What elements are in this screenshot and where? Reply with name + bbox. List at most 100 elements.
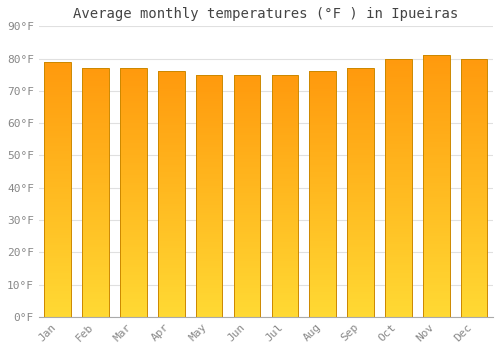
Bar xyxy=(310,280,336,282)
Bar xyxy=(423,76,450,79)
Bar xyxy=(272,213,298,215)
Bar xyxy=(310,189,336,192)
Bar xyxy=(44,235,71,238)
Bar xyxy=(348,123,374,125)
Bar xyxy=(348,73,374,76)
Bar xyxy=(234,254,260,256)
Bar xyxy=(385,131,411,133)
Bar xyxy=(196,247,222,249)
Bar xyxy=(82,208,109,210)
Bar xyxy=(348,225,374,227)
Bar xyxy=(158,153,184,155)
Bar xyxy=(234,167,260,169)
Bar xyxy=(272,133,298,135)
Bar xyxy=(423,231,450,233)
Bar xyxy=(461,136,487,139)
Bar xyxy=(310,256,336,258)
Bar xyxy=(120,225,146,227)
Bar xyxy=(234,234,260,237)
Bar xyxy=(196,99,222,102)
Bar xyxy=(272,205,298,208)
Bar xyxy=(423,142,450,144)
Bar xyxy=(120,280,146,282)
Bar xyxy=(120,98,146,100)
Bar xyxy=(120,252,146,255)
Bar xyxy=(82,197,109,200)
Bar xyxy=(310,209,336,211)
Bar xyxy=(272,295,298,298)
Bar xyxy=(310,184,336,187)
Bar xyxy=(348,108,374,111)
Bar xyxy=(272,75,298,317)
Bar xyxy=(310,167,336,170)
Bar xyxy=(158,155,184,158)
Bar xyxy=(44,151,71,154)
Bar xyxy=(310,229,336,231)
Bar xyxy=(82,73,109,76)
Bar xyxy=(310,175,336,177)
Bar xyxy=(44,291,71,294)
Bar xyxy=(158,241,184,243)
Bar xyxy=(310,86,336,89)
Bar xyxy=(44,133,71,136)
Bar xyxy=(272,247,298,249)
Bar xyxy=(385,242,411,245)
Bar xyxy=(196,312,222,314)
Bar xyxy=(272,118,298,121)
Bar xyxy=(348,232,374,235)
Bar xyxy=(158,251,184,253)
Bar xyxy=(196,232,222,234)
Bar xyxy=(385,275,411,278)
Bar xyxy=(120,173,146,175)
Bar xyxy=(120,131,146,133)
Bar xyxy=(310,187,336,189)
Bar xyxy=(348,183,374,185)
Bar xyxy=(385,172,411,175)
Bar xyxy=(82,257,109,260)
Bar xyxy=(82,148,109,150)
Bar xyxy=(44,210,71,212)
Bar xyxy=(82,100,109,103)
Bar xyxy=(82,135,109,138)
Bar xyxy=(348,93,374,96)
Bar xyxy=(310,91,336,93)
Bar xyxy=(348,272,374,274)
Bar xyxy=(310,268,336,270)
Bar xyxy=(461,270,487,273)
Bar xyxy=(461,149,487,152)
Bar xyxy=(158,101,184,103)
Bar xyxy=(461,133,487,136)
Bar xyxy=(158,226,184,229)
Bar xyxy=(120,200,146,202)
Bar xyxy=(461,77,487,79)
Bar xyxy=(461,100,487,103)
Bar xyxy=(82,177,109,180)
Bar xyxy=(272,106,298,108)
Bar xyxy=(385,234,411,237)
Bar xyxy=(44,233,71,235)
Bar xyxy=(348,125,374,128)
Bar xyxy=(310,120,336,123)
Bar xyxy=(348,188,374,190)
Bar xyxy=(310,307,336,309)
Bar xyxy=(385,100,411,103)
Bar xyxy=(272,172,298,174)
Bar xyxy=(272,237,298,239)
Bar xyxy=(423,191,450,194)
Bar xyxy=(44,223,71,225)
Bar xyxy=(348,165,374,168)
Bar xyxy=(423,280,450,283)
Bar xyxy=(310,300,336,302)
Bar xyxy=(461,118,487,120)
Bar xyxy=(272,278,298,280)
Bar xyxy=(423,55,450,317)
Bar xyxy=(423,160,450,162)
Bar xyxy=(120,274,146,277)
Bar xyxy=(385,139,411,141)
Bar xyxy=(423,267,450,270)
Bar xyxy=(44,156,71,159)
Bar xyxy=(423,299,450,301)
Bar xyxy=(461,312,487,314)
Bar xyxy=(385,167,411,170)
Bar xyxy=(272,251,298,254)
